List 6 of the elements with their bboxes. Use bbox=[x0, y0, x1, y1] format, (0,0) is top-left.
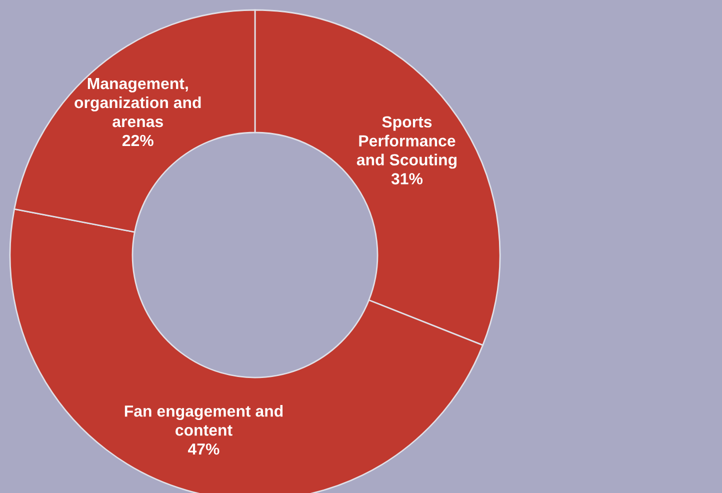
data-label: 22% bbox=[122, 134, 154, 146]
data-label: 31% bbox=[391, 173, 423, 184]
data-label: 47% bbox=[188, 443, 220, 455]
slice-label: Management, organization and arenas bbox=[74, 78, 201, 128]
slice-label: Sports Performance and Scouting bbox=[356, 116, 456, 169]
slice-label: Fan engagement and content bbox=[124, 405, 283, 436]
